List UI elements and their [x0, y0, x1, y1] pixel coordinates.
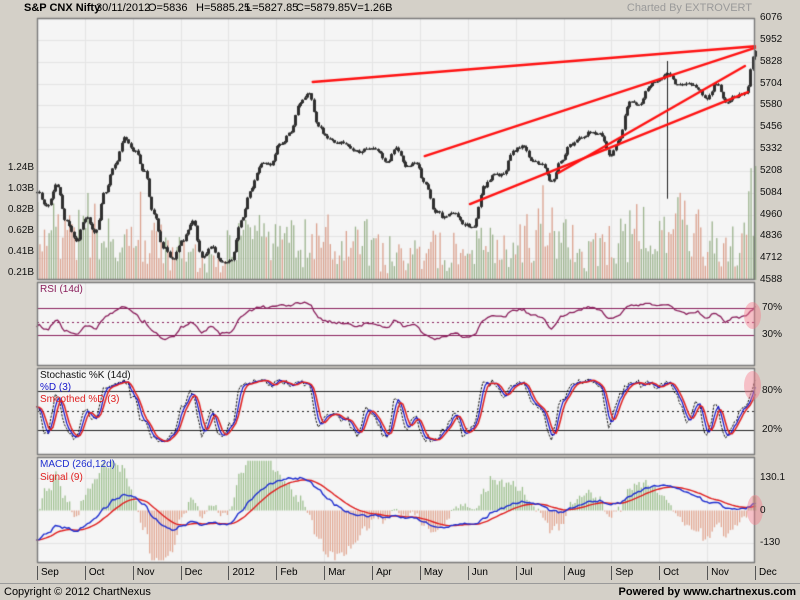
stochastic-smoothed-d-legend: Smoothed %D (3) — [40, 394, 120, 405]
chart-header: S&P CNX Nifty 30/11/2012 O=5836 H=5885.2… — [0, 0, 800, 18]
symbol-title: S&P CNX Nifty — [24, 2, 101, 14]
status-bar: Copyright © 2012 ChartNexus Powered by w… — [0, 583, 800, 600]
price-axis-label: 4712 — [760, 252, 783, 264]
quote-close: C=5879.85 — [296, 2, 351, 14]
price-axis-label: 5456 — [760, 121, 783, 133]
price-axis-label: 5952 — [760, 33, 783, 45]
macd-axis-label: 0 — [760, 504, 766, 516]
quote-open: O=5836 — [148, 2, 188, 14]
price-axis-label: 5208 — [760, 164, 783, 176]
month-label: May — [419, 566, 443, 580]
price-axis-label: 5084 — [760, 186, 783, 198]
month-label: Oct — [84, 566, 104, 580]
signal-legend: Signal (9) — [40, 472, 83, 483]
rsi-legend: RSI (14d) — [40, 284, 83, 295]
macd-legend: MACD (26d,12d) — [40, 459, 116, 470]
price-axis-label: 4588 — [760, 274, 783, 285]
quote-low: L=5827.85 — [246, 2, 299, 14]
rsi-axis-label: 70% — [762, 302, 783, 313]
price-axis-label: 5332 — [760, 143, 783, 154]
price-axis-label: 6076 — [760, 12, 783, 23]
price-axis-label: 4960 — [760, 208, 783, 220]
month-label: Dec — [755, 566, 777, 580]
quote-high: H=5885.25 — [196, 2, 251, 14]
volume-axis-label: 1.24B — [7, 162, 34, 173]
month-label: Nov — [707, 566, 729, 580]
month-label: Apr — [372, 566, 392, 580]
month-label: Sep — [611, 566, 633, 580]
month-label: Nov — [132, 566, 155, 580]
month-axis: Sep Oct Nov Dec 2012 Feb Mar Apr May Jun Jul Aug Sep… — [0, 564, 800, 583]
stochastic-axis-label: 20% — [762, 424, 783, 435]
month-label: 2012 — [228, 566, 255, 580]
quote-volume: V=1.26B — [350, 2, 393, 14]
copyright-label: Copyright © 2012 ChartNexus — [4, 586, 151, 598]
rsi-highlight-marker — [744, 302, 761, 329]
rsi-axis-label: 30% — [762, 329, 783, 340]
volume-axis-label: 1.03B — [7, 183, 34, 194]
month-label: Jul — [515, 566, 532, 580]
price-axis-label: 5828 — [760, 55, 783, 67]
price-axis-label: 4836 — [760, 230, 783, 242]
month-label: Jun — [467, 566, 488, 580]
stochastic-highlight-marker — [744, 371, 761, 400]
stochastic-axis-label: 80% — [762, 385, 783, 396]
volume-axis-label: 0.62B — [7, 225, 34, 236]
month-label: Oct — [659, 566, 679, 580]
charted-by-label: Charted By EXTROVERT — [626, 2, 752, 14]
price-axis-label: 5704 — [760, 77, 783, 89]
volume-axis-label: 0.82B — [7, 204, 34, 215]
quote-date: 30/11/2012 — [96, 2, 151, 14]
month-label: Sep — [37, 566, 59, 580]
month-label: Feb — [276, 566, 298, 580]
month-label: Dec — [180, 566, 202, 580]
powered-by-label[interactable]: Powered by www.chartnexus.com — [618, 586, 796, 598]
volume-axis-label: 0.21B — [7, 267, 34, 278]
macd-axis-label: 130.1 — [760, 472, 786, 484]
month-label: Aug — [563, 566, 585, 580]
volume-axis-label: 0.41B — [7, 246, 34, 257]
price-axis-label: 5580 — [760, 99, 783, 111]
stochastic-d-legend: %D (3) — [40, 382, 72, 393]
stochastic-k-legend: Stochastic %K (14d) — [40, 370, 131, 381]
month-label: Mar — [324, 566, 345, 580]
macd-axis-label: -130 — [760, 536, 781, 548]
macd-highlight-marker — [747, 495, 763, 525]
